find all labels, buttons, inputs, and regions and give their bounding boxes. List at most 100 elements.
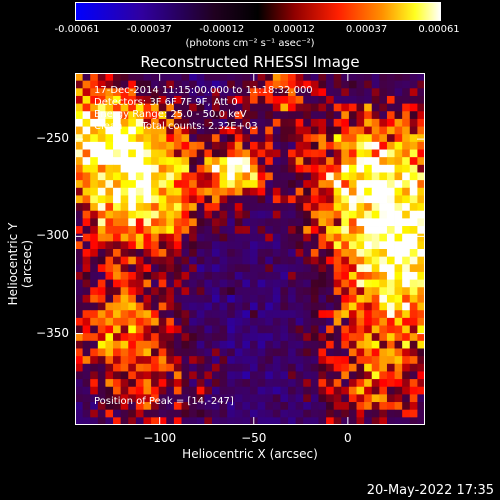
heatmap-cell — [394, 111, 403, 120]
heatmap-cell — [409, 226, 418, 235]
heatmap-cell — [204, 256, 213, 265]
heatmap-cell — [113, 356, 122, 365]
heatmap-cell — [272, 226, 281, 235]
heatmap-cell — [90, 348, 99, 357]
heatmap-cell — [348, 402, 357, 411]
heatmap-cell — [90, 218, 99, 227]
heatmap-cell — [326, 264, 335, 273]
heatmap-cell — [196, 233, 205, 242]
heatmap-cell — [173, 363, 182, 372]
heatmap-cell — [105, 310, 114, 319]
heatmap-cell — [128, 409, 137, 418]
heatmap-cell — [402, 180, 411, 189]
heatmap-cell — [158, 287, 167, 296]
heatmap-cell — [417, 325, 425, 334]
heatmap-cell — [303, 271, 312, 281]
heatmap-cell — [371, 226, 380, 235]
heatmap-cell — [318, 310, 327, 319]
heatmap-cell — [409, 287, 418, 296]
heatmap-cell — [326, 363, 335, 372]
heatmap-cell — [280, 233, 289, 242]
heatmap-cell — [280, 73, 289, 82]
heatmap-cell — [417, 317, 425, 326]
heatmap-cell — [166, 249, 175, 258]
heatmap-cell — [135, 356, 144, 365]
heatmap-cell — [280, 203, 289, 212]
heatmap-cell — [303, 379, 312, 388]
heatmap-cell — [97, 356, 106, 365]
heatmap-cell — [75, 195, 84, 204]
heatmap-cell — [128, 187, 137, 196]
heatmap-cell — [189, 218, 198, 227]
heatmap-cell — [326, 103, 335, 112]
heatmap-cell — [135, 210, 144, 219]
heatmap-cell — [265, 203, 274, 212]
heatmap-cell — [386, 164, 395, 173]
heatmap-cell — [303, 164, 312, 173]
heatmap-cell — [173, 279, 182, 288]
heatmap-cell — [234, 386, 243, 395]
heatmap-cell — [97, 126, 106, 135]
heatmap-cell — [166, 386, 175, 395]
heatmap-cell — [250, 271, 259, 281]
heatmap-cell — [417, 180, 425, 189]
heatmap-cell — [105, 241, 114, 250]
heatmap-cell — [181, 164, 190, 173]
heatmap-cell — [333, 371, 342, 380]
heatmap-cell — [257, 95, 266, 105]
heatmap-cell — [128, 103, 137, 112]
heatmap-cell — [204, 271, 213, 281]
heatmap-cell — [158, 386, 167, 395]
heatmap-cell — [166, 195, 175, 204]
heatmap-cell — [75, 241, 84, 250]
heatmap-cell — [356, 279, 365, 288]
heatmap-cell — [394, 379, 403, 388]
heatmap-cell — [417, 371, 425, 380]
heatmap-cell — [105, 417, 114, 425]
heatmap-cell — [173, 134, 182, 143]
heatmap-cell — [120, 226, 129, 235]
heatmap-cell — [105, 325, 114, 334]
heatmap-cell — [211, 210, 220, 219]
heatmap-cell — [181, 348, 190, 357]
heatmap-cell — [166, 88, 175, 97]
heatmap-cell — [272, 271, 281, 281]
heatmap-cell — [211, 317, 220, 326]
heatmap-cell — [105, 363, 114, 372]
heatmap-cell — [341, 88, 350, 97]
heatmap-cell — [105, 333, 114, 342]
heatmap-cell — [272, 417, 281, 425]
heatmap-cell — [219, 249, 228, 258]
heatmap-cell — [113, 80, 122, 89]
heatmap-cell — [280, 294, 289, 303]
heatmap-cell — [166, 157, 175, 166]
heatmap-cell — [189, 88, 198, 97]
heatmap-cell — [386, 333, 395, 342]
heatmap-cell — [196, 379, 205, 388]
heatmap-cell — [303, 233, 312, 242]
heatmap-cell — [97, 371, 106, 380]
heatmap-cell — [120, 287, 129, 296]
heatmap-cell — [143, 233, 152, 242]
heatmap-cell — [90, 264, 99, 273]
heatmap-cell — [280, 356, 289, 365]
heatmap-cell — [189, 141, 198, 150]
heatmap-cell — [166, 317, 175, 326]
heatmap-cell — [402, 294, 411, 303]
heatmap-cell — [288, 394, 297, 403]
heatmap-cell — [196, 249, 205, 258]
heatmap-cell — [288, 195, 297, 204]
heatmap-cell — [219, 157, 228, 166]
heatmap-cell — [348, 126, 357, 135]
heatmap-cell — [250, 180, 259, 189]
heatmap-cell — [310, 386, 319, 395]
heatmap-cell — [196, 164, 205, 173]
heatmap-cell — [371, 141, 380, 150]
heatmap-cell — [265, 356, 274, 365]
heatmap-cell — [189, 271, 198, 281]
heatmap-cell — [158, 149, 167, 158]
heatmap-cell — [204, 241, 213, 250]
heatmap-cell — [364, 95, 373, 105]
heatmap-cell — [189, 379, 198, 388]
heatmap-cell — [265, 310, 274, 319]
